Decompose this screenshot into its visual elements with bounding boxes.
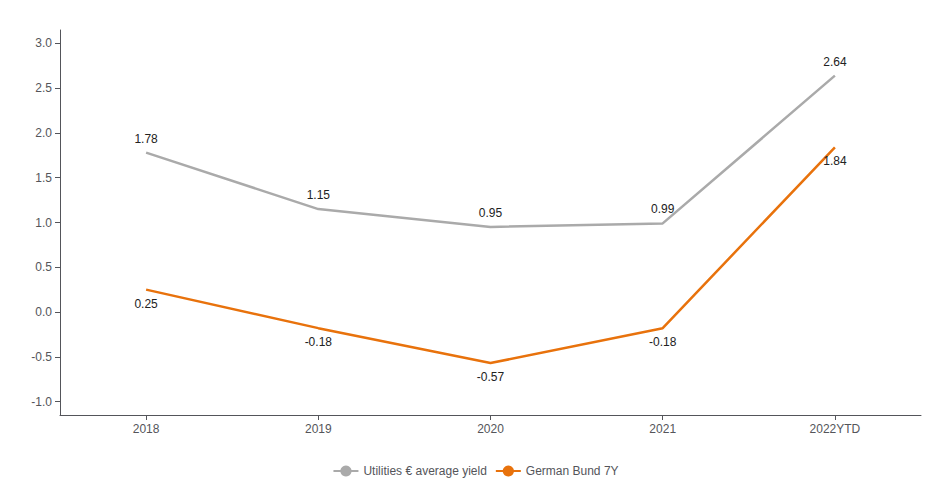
svg-text:1.84: 1.84 xyxy=(823,154,847,168)
svg-text:2018: 2018 xyxy=(133,422,160,436)
svg-text:-0.57: -0.57 xyxy=(477,370,505,384)
svg-text:2.64: 2.64 xyxy=(823,55,847,69)
svg-text:2021: 2021 xyxy=(649,422,676,436)
svg-text:2022YTD: 2022YTD xyxy=(810,422,861,436)
svg-text:2.0: 2.0 xyxy=(35,126,52,140)
svg-text:-1.0: -1.0 xyxy=(31,395,52,409)
svg-text:2019: 2019 xyxy=(305,422,332,436)
svg-text:1.15: 1.15 xyxy=(307,188,331,202)
svg-text:-0.18: -0.18 xyxy=(649,335,677,349)
svg-text:0.99: 0.99 xyxy=(651,202,675,216)
svg-text:German Bund 7Y: German Bund 7Y xyxy=(526,464,619,478)
svg-text:Utilities € average yield: Utilities € average yield xyxy=(363,464,486,478)
svg-text:2020: 2020 xyxy=(477,422,504,436)
svg-text:3.0: 3.0 xyxy=(35,36,52,50)
svg-text:1.5: 1.5 xyxy=(35,171,52,185)
svg-text:0.95: 0.95 xyxy=(479,206,503,220)
svg-text:1.0: 1.0 xyxy=(35,216,52,230)
svg-text:0.5: 0.5 xyxy=(35,260,52,274)
svg-text:0.0: 0.0 xyxy=(35,305,52,319)
svg-text:-0.18: -0.18 xyxy=(305,335,333,349)
svg-text:-0.5: -0.5 xyxy=(31,350,52,364)
svg-text:0.25: 0.25 xyxy=(134,297,158,311)
svg-text:1.78: 1.78 xyxy=(134,132,158,146)
svg-text:2.5: 2.5 xyxy=(35,81,52,95)
